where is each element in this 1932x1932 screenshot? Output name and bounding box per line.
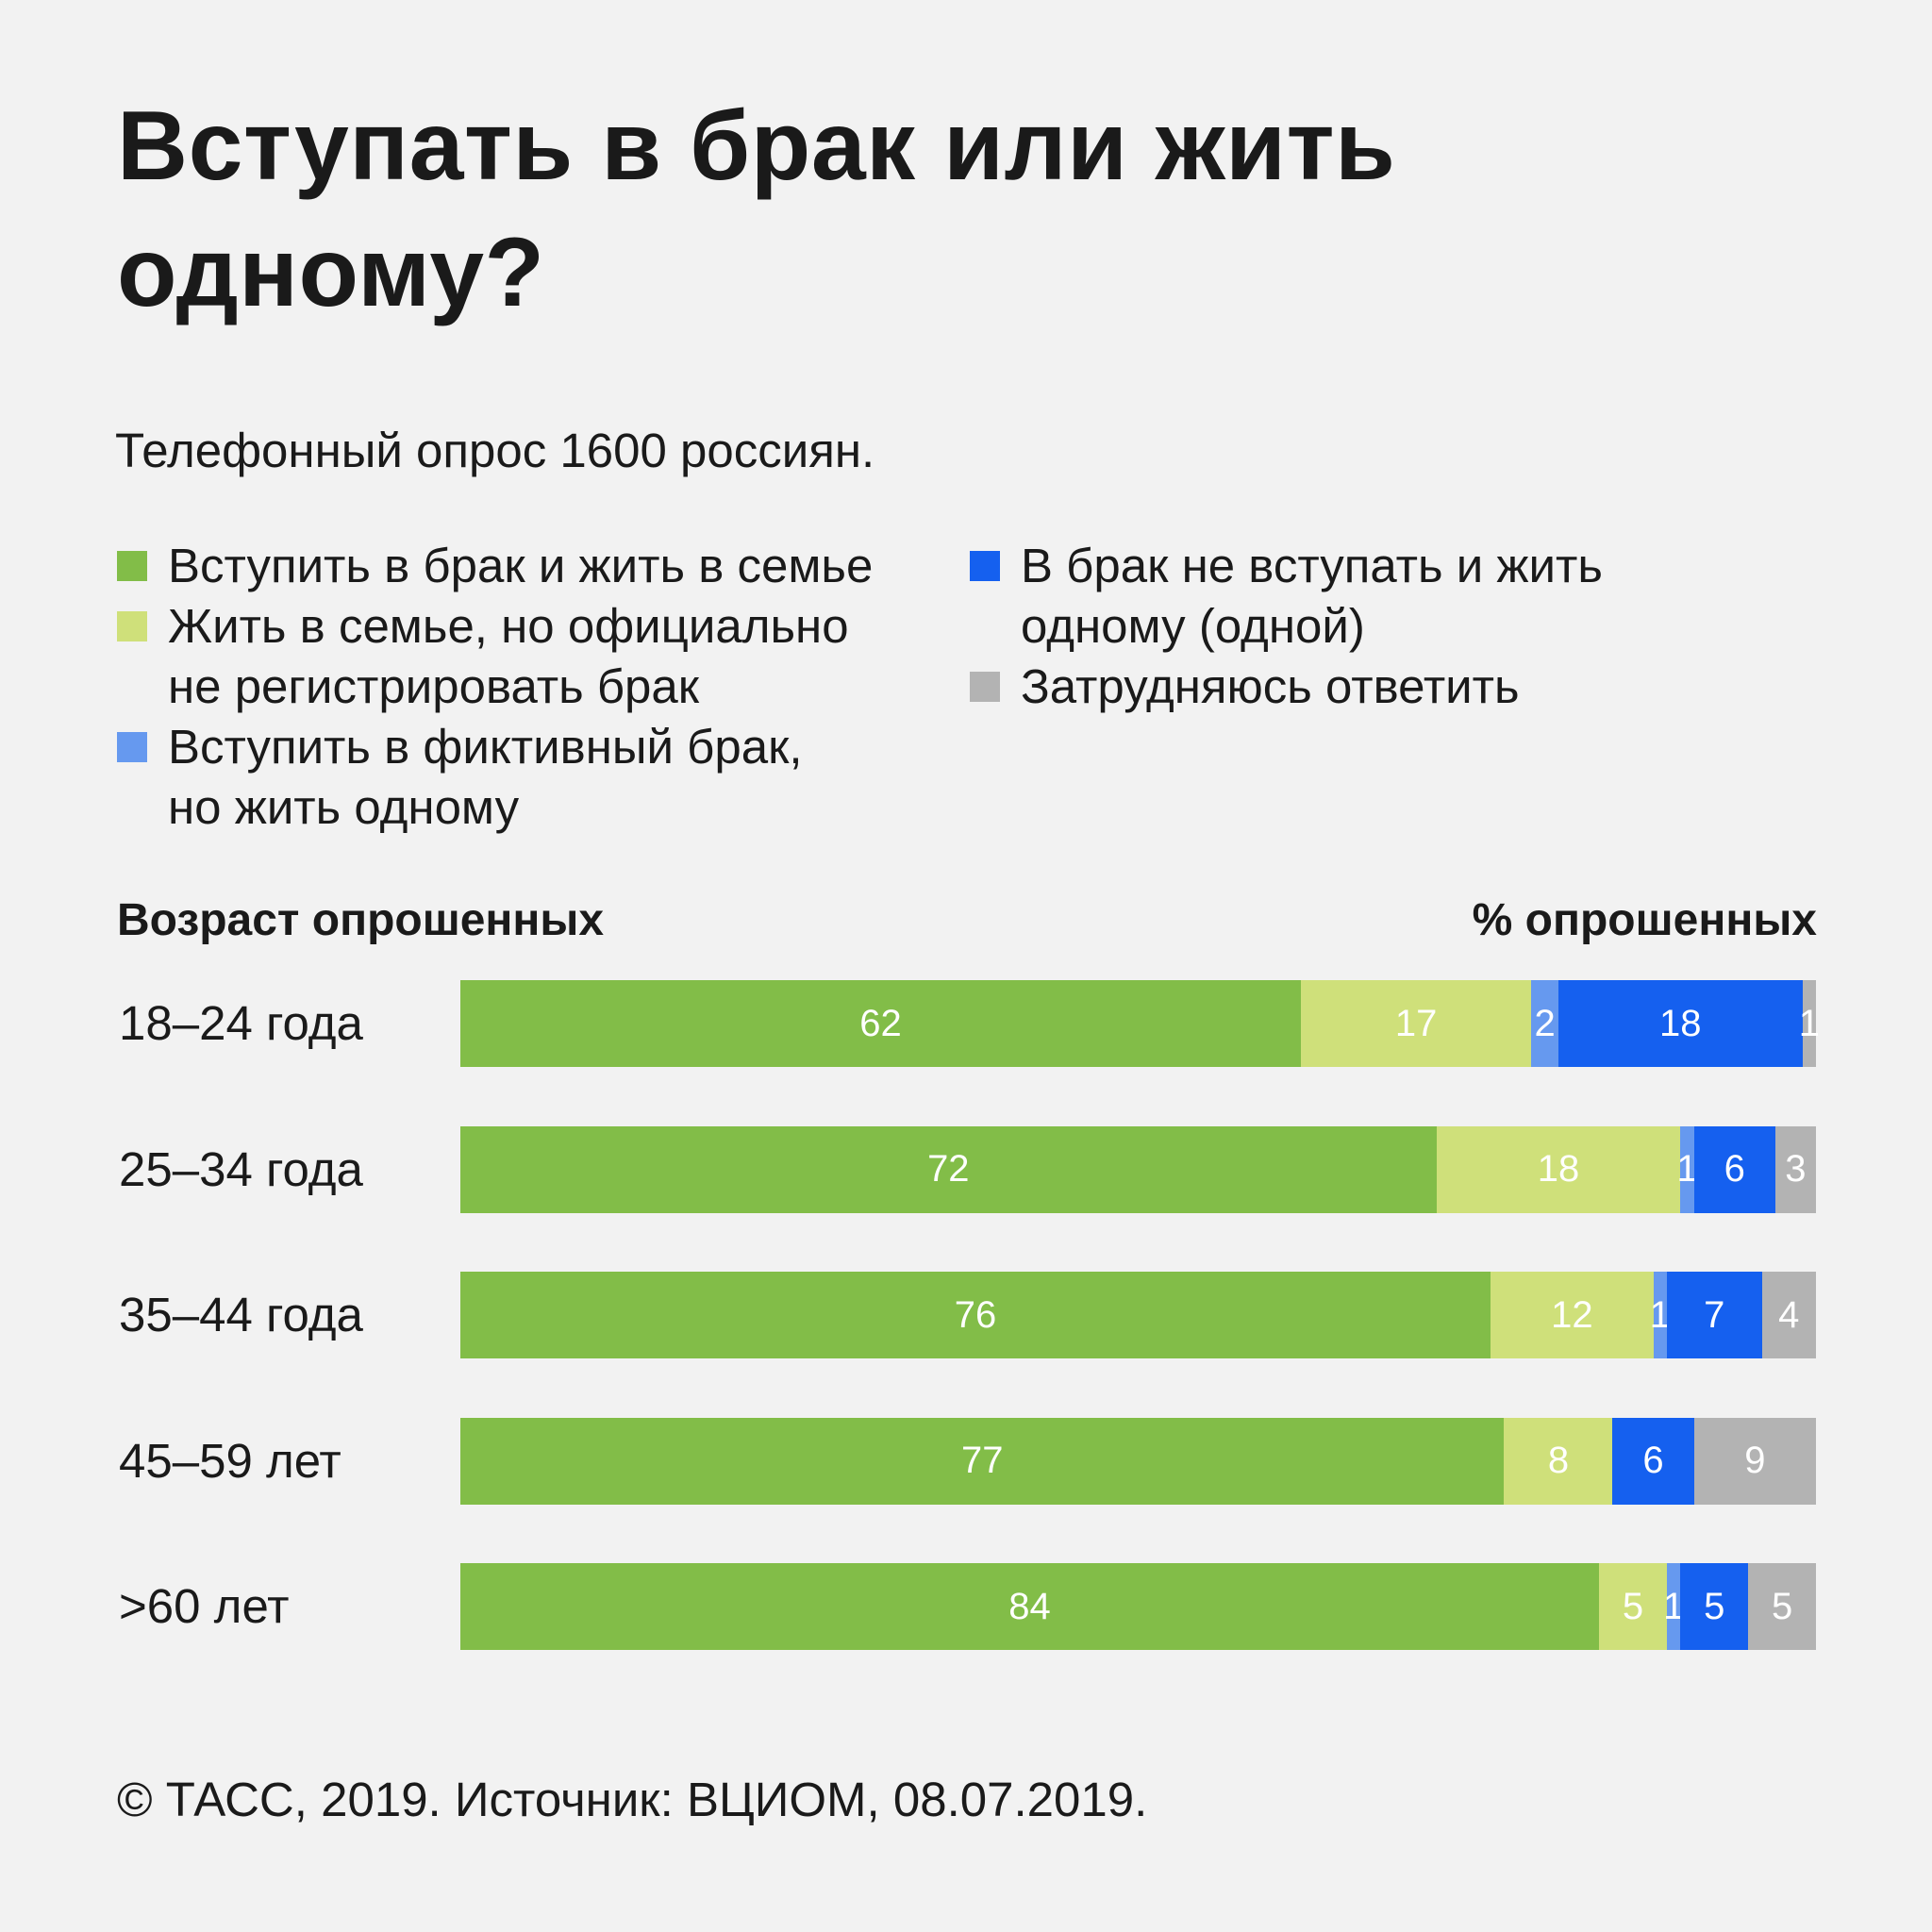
- data-label: 5: [1622, 1585, 1644, 1627]
- data-label: 62: [859, 1002, 902, 1044]
- data-label: 17: [1394, 1002, 1438, 1044]
- legend-label: Вступить в фиктивный брак, но жить одном…: [168, 720, 803, 834]
- legend-label: Затрудняюсь ответить: [1021, 659, 1520, 713]
- data-label: 1: [1662, 1585, 1685, 1627]
- data-label: 1: [1676, 1148, 1698, 1190]
- legend-item-undecided: Затрудняюсь ответить: [970, 657, 1706, 717]
- legend-right: В брак не вступать и жить одному (одной)…: [970, 536, 1706, 717]
- stacked-bar: 84 5 1 5 5: [460, 1563, 1816, 1650]
- source-footer: © ТАСС, 2019. Источник: ВЦИОМ, 08.07.201…: [117, 1773, 1148, 1826]
- legend-item-marriage: Вступить в брак и жить в семье: [117, 536, 938, 596]
- y-axis-label: Возраст опрошенных: [117, 895, 605, 945]
- data-label: 12: [1551, 1293, 1593, 1336]
- bar-segment: 2: [1531, 980, 1558, 1067]
- legend-label: Жить в семье, но официально не регистрир…: [168, 599, 849, 713]
- bar-segment: 1: [1799, 980, 1820, 1067]
- bar-segment: 1: [1650, 1272, 1671, 1358]
- bar-segment: 6: [1693, 1125, 1775, 1213]
- bar-segment: 1: [1676, 1125, 1698, 1213]
- data-label: 9: [1744, 1440, 1766, 1481]
- data-label: 77: [960, 1440, 1004, 1481]
- legend-swatch: [970, 672, 1000, 702]
- bar-segment: 5: [1680, 1563, 1749, 1650]
- category-label: 35–44 года: [119, 1288, 363, 1341]
- data-label: 6: [1642, 1440, 1664, 1481]
- data-label: 5: [1771, 1585, 1793, 1627]
- legend-item-unregistered: Жить в семье, но официально не регистрир…: [117, 596, 938, 717]
- bar-segment: 6: [1612, 1417, 1694, 1505]
- legend-swatch: [117, 611, 147, 641]
- bar-segment: 3: [1774, 1125, 1816, 1213]
- category-label: 18–24 года: [119, 996, 363, 1050]
- bar-segment: 76: [460, 1272, 1491, 1358]
- data-label: 1: [1649, 1293, 1671, 1336]
- bar-segment: 84: [460, 1563, 1600, 1650]
- legend-item-fictitious: Вступить в фиктивный брак, но жить одном…: [117, 717, 938, 838]
- bar-segment: 17: [1300, 980, 1532, 1067]
- bar-segment: 18: [1436, 1125, 1681, 1213]
- bar-segment: 1: [1663, 1563, 1684, 1650]
- bar-segment: 8: [1504, 1417, 1613, 1505]
- chart-subtitle: Телефонный опрос 1600 россиян.: [115, 424, 875, 477]
- category-label: 45–59 лет: [119, 1433, 341, 1488]
- legend-label: Вступить в брак и жить в семье: [168, 539, 874, 592]
- stacked-bar: 77 8 6 9: [460, 1417, 1816, 1505]
- data-label: 3: [1785, 1148, 1807, 1190]
- bar-segment: 12: [1491, 1272, 1654, 1358]
- category-label: 25–34 года: [119, 1141, 363, 1196]
- bar-segment: 5: [1748, 1563, 1816, 1650]
- data-label: 5: [1704, 1585, 1725, 1627]
- data-label: 18: [1659, 1002, 1702, 1044]
- bar-segment: 9: [1693, 1417, 1816, 1505]
- x-axis-label: % опрошенных: [1472, 895, 1817, 945]
- stacked-bar: 72 18 1 6 3: [460, 1125, 1816, 1213]
- legend-swatch: [117, 732, 147, 762]
- category-label: >60 лет: [119, 1579, 290, 1633]
- data-label: 84: [1008, 1585, 1051, 1627]
- chart-title: Вступать в брак или жить одному?: [117, 92, 1396, 327]
- data-label: 4: [1778, 1293, 1800, 1336]
- bar-segment: 4: [1761, 1272, 1816, 1358]
- legend-swatch: [117, 551, 147, 581]
- data-label: 18: [1537, 1148, 1580, 1190]
- bar-segment: 62: [460, 980, 1301, 1067]
- stacked-bar: 76 12 1 7 4: [460, 1272, 1816, 1358]
- bar-segment: 5: [1599, 1563, 1667, 1650]
- bar-segment: 7: [1666, 1272, 1762, 1358]
- legend-left: Вступить в брак и жить в семье Жить в се…: [117, 536, 938, 838]
- bar-segment: 72: [460, 1125, 1437, 1213]
- stacked-bar: 62 17 2 18 1: [460, 980, 1820, 1067]
- legend-item-single: В брак не вступать и жить одному (одной): [970, 536, 1706, 657]
- data-label: 72: [927, 1148, 970, 1190]
- data-label: 76: [954, 1293, 997, 1336]
- bar-segment: 77: [460, 1417, 1505, 1505]
- data-label: 6: [1724, 1148, 1745, 1190]
- legend-swatch: [970, 551, 1000, 581]
- bar-segment: 18: [1557, 980, 1803, 1067]
- data-label: 2: [1534, 1002, 1556, 1044]
- legend-label: В брак не вступать и жить одному (одной): [1021, 539, 1603, 653]
- data-label: 7: [1704, 1293, 1725, 1336]
- data-label: 8: [1547, 1440, 1570, 1481]
- data-label: 1: [1798, 1002, 1820, 1044]
